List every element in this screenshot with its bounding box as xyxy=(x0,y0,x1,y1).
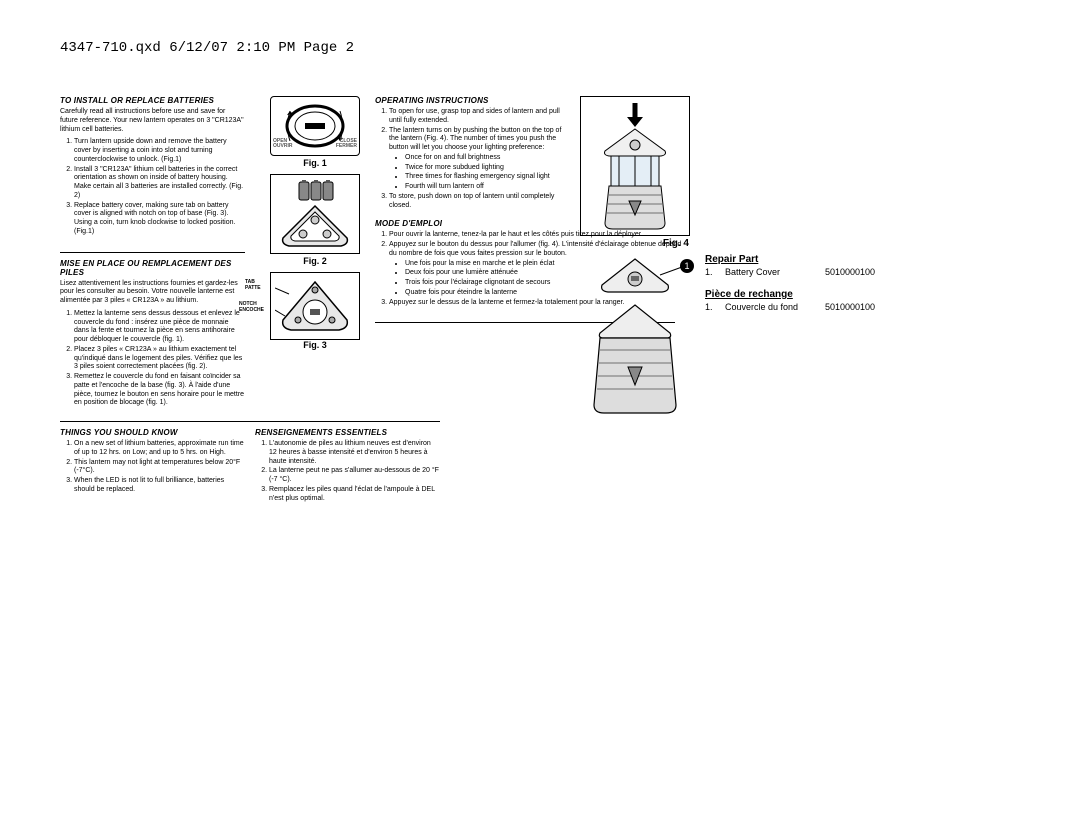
fig2-svg xyxy=(275,178,355,250)
repair-fr-line: 1. Couvercle du fond 5010000100 xyxy=(705,302,875,312)
fig-4-box xyxy=(580,96,690,236)
col-operating: OPERATING INSTRUCTIONS To open for use, … xyxy=(375,96,565,425)
fig3-wrap: TAB PATTE NOTCH ENCOCHE xyxy=(265,272,365,340)
col-left-a: TO INSTALL OR REPLACE BATTERIES Carefull… xyxy=(60,96,245,425)
fig-label-4: Fig. 4 xyxy=(663,238,689,249)
bullet: Three times for flashing emergency signa… xyxy=(405,173,565,182)
list-item: Install 3 "CR123A" lithium cell batterie… xyxy=(74,166,245,201)
list-item: On a new set of lithium batteries, appro… xyxy=(74,440,245,458)
en-install-title: TO INSTALL OR REPLACE BATTERIES xyxy=(60,96,245,105)
en-tips-list: On a new set of lithium batteries, appro… xyxy=(60,440,245,495)
content-grid: TO INSTALL OR REPLACE BATTERIES Carefull… xyxy=(60,96,1020,425)
fig-label-3: Fig. 3 xyxy=(303,340,327,350)
list-item: Mettez la lanterne sens dessus dessous e… xyxy=(74,310,245,345)
fig1-open-labels: OPEN OUVRIR xyxy=(273,139,292,149)
bottom-row: THINGS YOU SHOULD KNOW On a new set of l… xyxy=(60,428,1020,511)
list-item: L'autonomie de piles au lithium neuves e… xyxy=(269,440,440,466)
bullet: Once for on and full brightness xyxy=(405,154,565,163)
en-tips-title: THINGS YOU SHOULD KNOW xyxy=(60,428,245,437)
fig-label-2: Fig. 2 xyxy=(303,256,327,266)
label-patte: PATTE xyxy=(245,286,261,292)
repair-num: 1. xyxy=(705,267,717,277)
fig3-svg xyxy=(275,276,355,336)
label-fermer: FERMER xyxy=(336,144,357,149)
repair-part: 5010000100 xyxy=(825,302,875,312)
fig3-notch-labels: NOTCH ENCOCHE xyxy=(239,302,264,313)
repair-en-line: 1. Battery Cover 5010000100 xyxy=(705,267,875,277)
figure-column: OPEN OUVRIR CLOSE FERMER Fig. 1 xyxy=(265,96,365,425)
en-tips-col: THINGS YOU SHOULD KNOW On a new set of l… xyxy=(60,428,245,511)
fr-install-intro: Lisez attentivement les instructions fou… xyxy=(60,280,245,306)
list-item: To store, push down on top of lantern un… xyxy=(389,193,565,211)
list-item: To open for use, grasp top and sides of … xyxy=(389,108,565,126)
bullet: Twice for more subdued lighting xyxy=(405,164,565,173)
fig-2-box xyxy=(270,174,360,254)
list-item: La lanterne peut ne pas s'allumer au-des… xyxy=(269,467,440,485)
divider xyxy=(60,252,245,253)
en-op-bullets: Once for on and full brightness Twice fo… xyxy=(397,154,565,192)
label-ouvrir: OUVRIR xyxy=(273,144,292,149)
list-item: Turn lantern upside down and remove the … xyxy=(74,138,245,164)
list-item: Remplacez les piles quand l'éclat de l'a… xyxy=(269,486,440,504)
repair-num: 1. xyxy=(705,302,717,312)
fr-install-title: MISE EN PLACE OU REMPLACEMENT DES PILES xyxy=(60,259,245,277)
repair-fr-title: Pièce de rechange xyxy=(705,289,875,300)
repair-name: Battery Cover xyxy=(725,267,817,277)
list-item: When the LED is not lit to full brillian… xyxy=(74,477,245,495)
fig1-close-labels: CLOSE FERMER xyxy=(336,139,357,149)
exploded-view: 1 xyxy=(580,255,690,425)
en-op-title: OPERATING INSTRUCTIONS xyxy=(375,96,565,105)
list-item: Remettez le couvercle du fond en faisant… xyxy=(74,373,245,408)
header-strip: 4347-710.qxd 6/12/07 2:10 PM Page 2 xyxy=(60,40,1020,56)
repair-en-title: Repair Part xyxy=(705,254,875,265)
list-item: This lantern may not light at temperatur… xyxy=(74,459,245,477)
fr-tips-title: RENSEIGNEMENTS ESSENTIELS xyxy=(255,428,440,437)
label-encoche: ENCOCHE xyxy=(239,308,264,314)
fig-label-1: Fig. 1 xyxy=(303,158,327,168)
fig4-svg xyxy=(585,101,685,231)
list-item: The lantern turns on by pushing the butt… xyxy=(389,127,565,192)
col-fig4: Fig. 4 xyxy=(575,96,695,425)
en-install-intro: Carefully read all instructions before u… xyxy=(60,108,245,134)
step2-lead: The lantern turns on by pushing the butt… xyxy=(389,127,561,152)
fig-3-box xyxy=(270,272,360,340)
fr-install-steps: Mettez la lanterne sens dessus dessous e… xyxy=(60,310,245,409)
en-op-steps: To open for use, grasp top and sides of … xyxy=(375,108,565,211)
fr-tips-list: L'autonomie de piles au lithium neuves e… xyxy=(255,440,440,503)
en-install-steps: Turn lantern upside down and remove the … xyxy=(60,138,245,237)
list-item: Placez 3 piles « CR123A » au lithium exa… xyxy=(74,346,245,372)
exploded-svg xyxy=(580,255,690,425)
fr-tips-col: RENSEIGNEMENTS ESSENTIELS L'autonomie de… xyxy=(255,428,440,511)
document-page: 4347-710.qxd 6/12/07 2:10 PM Page 2 TO I… xyxy=(0,0,1080,531)
callout-number: 1 xyxy=(680,259,694,273)
fig3-tab-labels: TAB PATTE xyxy=(245,280,261,291)
fr-op-title: MODE D'EMPLOI xyxy=(375,219,442,228)
fig-1-box: OPEN OUVRIR CLOSE FERMER xyxy=(270,96,360,156)
col-repair: Repair Part 1. Battery Cover 5010000100 … xyxy=(705,96,875,425)
repair-name: Couvercle du fond xyxy=(725,302,817,312)
bullet: Fourth will turn lantern off xyxy=(405,183,565,192)
repair-part: 5010000100 xyxy=(825,267,875,277)
list-item: Replace battery cover, making sure tab o… xyxy=(74,202,245,237)
